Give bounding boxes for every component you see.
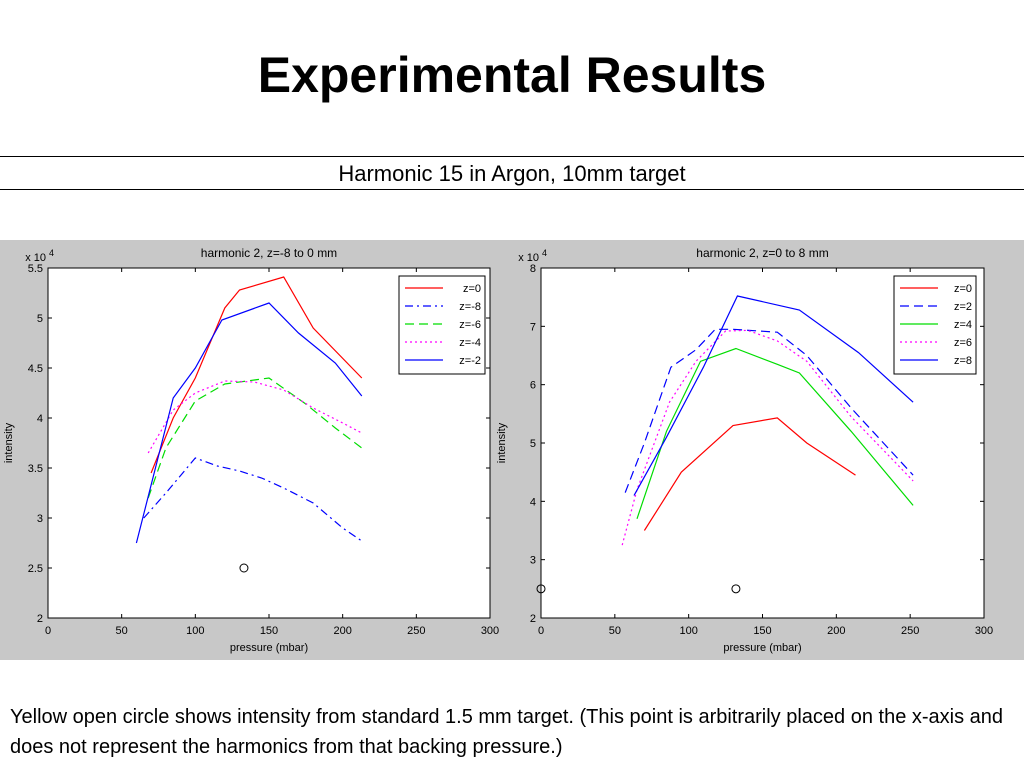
y-multiplier: x 10 bbox=[518, 252, 539, 264]
slide-title: Experimental Results bbox=[257, 47, 767, 103]
slide-caption: Yellow open circle shows intensity from … bbox=[10, 706, 1004, 758]
x-tick-label: 300 bbox=[481, 625, 499, 637]
x-tick-label: 100 bbox=[186, 625, 204, 637]
matlab-figure: harmonic 2, z=-8 to 0 mm 0 50 100 150 200 250 3… bbox=[0, 240, 1024, 660]
x-axis-label: pressure (mbar) bbox=[230, 642, 308, 654]
legend-label: z=-8 bbox=[459, 301, 481, 313]
y-tick-label: 3 bbox=[37, 513, 43, 525]
x-tick-label: 100 bbox=[679, 625, 697, 637]
charts-svg: harmonic 2, z=-8 to 0 mm0 50 100 150 200 250 3… bbox=[3, 246, 993, 654]
x-tick-label: 0 bbox=[538, 625, 544, 637]
x-tick-label: 250 bbox=[901, 625, 919, 637]
x-tick-label: 200 bbox=[333, 625, 351, 637]
series-line-z=-6 bbox=[147, 377, 363, 499]
chart-title: harmonic 2, z=-8 to 0 mm bbox=[201, 246, 337, 260]
legend-box bbox=[398, 275, 486, 375]
open-circle-marker bbox=[239, 563, 249, 573]
legend: z=0 z=2 z=4 z=6 z=8 bbox=[893, 275, 977, 375]
y-axis-label: intensity bbox=[496, 422, 508, 463]
series-line-z=4 bbox=[636, 347, 914, 519]
chart-title: harmonic 2, z=0 to 8 mm bbox=[696, 246, 828, 260]
y-multiplier: x 10 bbox=[25, 252, 46, 264]
y-tick-label: 6 bbox=[530, 380, 536, 392]
x-tick-label: 200 bbox=[827, 625, 845, 637]
x-tick-label: 0 bbox=[45, 625, 51, 637]
y-tick-label: 7 bbox=[530, 321, 536, 333]
legend-label: z=6 bbox=[954, 337, 972, 349]
y-tick-label: 5 bbox=[530, 438, 536, 450]
x-tick-label: 150 bbox=[753, 625, 771, 637]
series-line-z=0 bbox=[643, 417, 856, 531]
y-multiplier-exponent: 4 bbox=[542, 248, 547, 258]
chart-2: harmonic 2, z=0 to 8 mm 0 50 100 150 200 250 30… bbox=[496, 246, 993, 654]
series-line-z=8 bbox=[633, 295, 914, 496]
y-tick-label: 3.5 bbox=[28, 463, 43, 475]
x-tick-label: 50 bbox=[116, 625, 128, 637]
legend-label: z=-6 bbox=[459, 319, 481, 331]
series-line-z=-2 bbox=[135, 302, 363, 544]
legend-label: z=-4 bbox=[459, 337, 481, 349]
series-line-z=2 bbox=[624, 328, 914, 493]
y-axis-label: intensity bbox=[3, 422, 15, 463]
legend-label: z=4 bbox=[954, 319, 972, 331]
legend-label: z=0 bbox=[463, 283, 481, 295]
legend-box bbox=[893, 275, 977, 375]
open-circle-marker bbox=[536, 584, 546, 594]
series-line-z=-8 bbox=[143, 457, 363, 542]
x-tick-label: 250 bbox=[407, 625, 425, 637]
y-tick-label: 2 bbox=[530, 613, 536, 625]
y-tick-label: 5 bbox=[37, 313, 43, 325]
x-tick-label: 150 bbox=[260, 625, 278, 637]
y-tick-label: 2.5 bbox=[28, 563, 43, 575]
y-tick-label: 8 bbox=[530, 263, 536, 275]
legend-label: z=-2 bbox=[459, 355, 481, 367]
legend-label: z=8 bbox=[954, 355, 972, 367]
y-tick-label: 2 bbox=[37, 613, 43, 625]
y-tick-label: 4.5 bbox=[28, 363, 43, 375]
x-axis-label: pressure (mbar) bbox=[723, 642, 801, 654]
x-tick-label: 300 bbox=[975, 625, 993, 637]
slide-subtitle: Harmonic 15 in Argon, 10mm target bbox=[338, 161, 686, 186]
open-circle-marker bbox=[731, 584, 741, 594]
y-tick-label: 5.5 bbox=[28, 263, 43, 275]
chart-1: harmonic 2, z=-8 to 0 mm 0 50 100 150 200 250 3… bbox=[3, 246, 499, 654]
legend-label: z=2 bbox=[954, 301, 972, 313]
x-tick-label: 50 bbox=[609, 625, 621, 637]
series-line-z=6 bbox=[621, 329, 914, 546]
series-line-z=-4 bbox=[147, 380, 363, 454]
y-tick-label: 4 bbox=[530, 496, 536, 508]
y-tick-label: 3 bbox=[530, 555, 536, 567]
y-tick-label: 4 bbox=[37, 413, 43, 425]
series-line-z=0 bbox=[150, 276, 363, 474]
legend: z=0 z=-8 z=-6 z=-4 z=-2 bbox=[398, 275, 486, 375]
legend-label: z=0 bbox=[954, 283, 972, 295]
y-multiplier-exponent: 4 bbox=[49, 248, 54, 258]
subtitle-band: Harmonic 15 in Argon, 10mm target bbox=[0, 156, 1024, 190]
